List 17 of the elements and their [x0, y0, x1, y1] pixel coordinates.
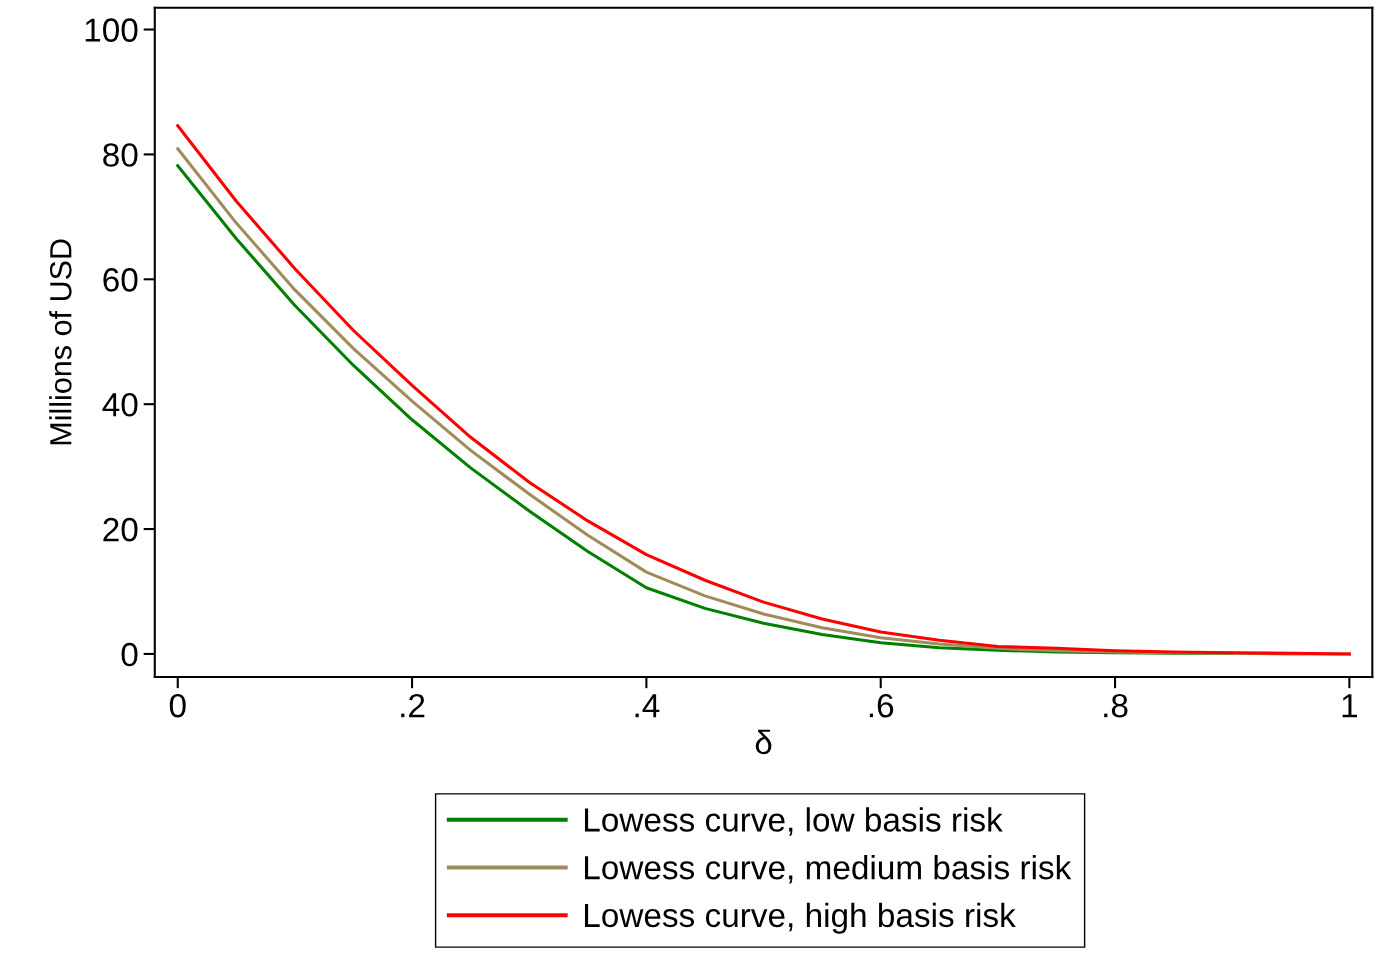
x-axis-title: δ [755, 729, 772, 755]
x-tick-label: .4 [635, 694, 660, 718]
x-tick-label: 0 [169, 693, 186, 718]
y-tick-label: 80 [103, 143, 138, 167]
y-tick-label: 0 [121, 642, 138, 667]
y-axis-title: Millions of USD [49, 239, 72, 445]
x-tick-label: 1 [1342, 694, 1358, 718]
legend-label: Lowess curve, high basis risk [584, 902, 1016, 934]
y-tick-label: 60 [103, 268, 138, 292]
x-tick-label: .6 [869, 693, 894, 718]
y-tick-label: 100 [85, 18, 138, 42]
legend-label: Lowess curve, medium basis risk [584, 854, 1072, 884]
legend-label: Lowess curve, low basis risk [584, 807, 1003, 836]
y-tick-label: 40 [102, 392, 138, 417]
y-tick-label: 20 [103, 517, 138, 542]
x-tick-label: .8 [1104, 693, 1128, 718]
x-tick-label: .2 [401, 693, 425, 718]
